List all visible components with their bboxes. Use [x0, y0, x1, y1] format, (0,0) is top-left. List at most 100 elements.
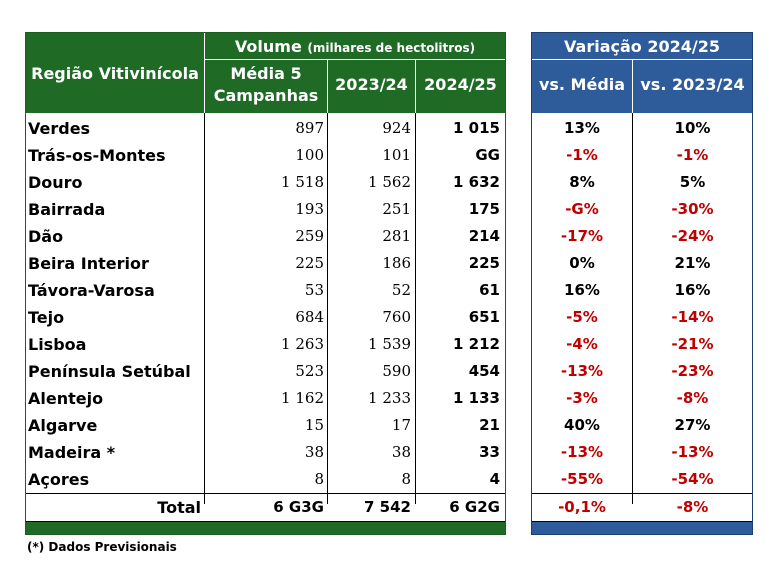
y2024-value: 33: [479, 443, 500, 461]
region-name: Madeira *: [28, 443, 116, 462]
campanhas-label: Campanhas: [213, 86, 319, 105]
region-name: Verdes: [28, 119, 91, 138]
region-name: Açores: [28, 470, 90, 489]
vs-2023-value: 27%: [674, 416, 711, 434]
media5-value: 100: [295, 146, 324, 164]
media5-value: 523: [295, 362, 324, 380]
vs-2023-value: -23%: [671, 362, 714, 380]
y2024-value: 21: [479, 416, 500, 434]
vs-2023-value: -21%: [671, 335, 714, 353]
col-divider: [632, 113, 633, 504]
vs-2023-value: -13%: [671, 443, 714, 461]
region-name: Távora-Varosa: [28, 281, 155, 300]
header-divider-h: [205, 59, 505, 60]
vs-2023-value: -24%: [671, 227, 714, 245]
region-header: Região Vitivinícola: [31, 64, 199, 83]
vs-2023-value: 10%: [674, 119, 711, 137]
volume-header: Volume (milhares de hectolitros): [205, 36, 505, 58]
vs-2023-value: 16%: [674, 281, 711, 299]
y2024-value: GG: [475, 146, 500, 164]
media5-value: 193: [295, 200, 324, 218]
media5-value: 1 162: [281, 389, 324, 407]
vs-media-value: 40%: [564, 416, 600, 434]
region-name: Algarve: [28, 416, 98, 435]
y2023-value: 38: [391, 443, 411, 461]
total-y2024: 6 G2G: [449, 498, 500, 516]
y2024-value: 1 015: [453, 119, 500, 137]
total-vs-2023: -8%: [676, 498, 709, 516]
total-label: Total: [157, 498, 201, 517]
media5-value: 684: [295, 308, 324, 326]
header-divider: [632, 59, 633, 113]
y2023-value: 1 562: [368, 173, 411, 191]
y2023-value: 1 233: [368, 389, 411, 407]
media5-value: 8: [314, 470, 324, 488]
vs-2023-header: vs. 2023/24: [640, 75, 745, 94]
vs-media-value: -5%: [566, 308, 598, 326]
y2023-value: 52: [391, 281, 411, 299]
variation-table: Variação 2024/25 vs. Média vs. 2023/24 1…: [531, 32, 753, 535]
vs-2023-value: -1%: [676, 146, 709, 164]
total-y2023: 7 542: [364, 498, 411, 516]
vs-2023-value: -54%: [671, 470, 714, 488]
region-name: Trás-os-Montes: [28, 146, 166, 165]
y2023-value: 590: [382, 362, 411, 380]
vs-media-value: 16%: [564, 281, 600, 299]
region-name: Tejo: [28, 308, 65, 327]
variation-header: Variação 2024/25: [564, 37, 720, 56]
y2023-value: 8: [401, 470, 411, 488]
y2024-value: 225: [468, 254, 500, 272]
media5-value: 15: [304, 416, 324, 434]
vs-media-value: -13%: [560, 362, 604, 380]
vs-media-value: -13%: [560, 443, 604, 461]
media5-value: 53: [304, 281, 324, 299]
y2023-header: 2023/24: [335, 75, 408, 94]
variation-footer-band: [532, 522, 752, 534]
header-divider-h: [532, 59, 752, 60]
volume-title: Volume: [234, 37, 302, 56]
region-name: Beira Interior: [28, 254, 149, 273]
vs-2023-value: -14%: [671, 308, 714, 326]
y2023-value: 186: [382, 254, 411, 272]
media5-value: 897: [295, 119, 324, 137]
total-bottom-line: [26, 521, 505, 522]
region-name: Alentejo: [28, 389, 104, 408]
total-separator: [26, 493, 505, 494]
y2024-value: 1 133: [453, 389, 500, 407]
region-name: Dão: [28, 227, 64, 246]
y2024-value: 4: [489, 470, 500, 488]
vs-media-value: 8%: [569, 173, 595, 191]
y2024-value: 651: [468, 308, 500, 326]
vs-2023-value: 21%: [674, 254, 711, 272]
y2023-value: 251: [382, 200, 411, 218]
region-name: Douro: [28, 173, 83, 192]
volume-unit: (milhares de hectolitros): [307, 41, 476, 55]
vs-2023-value: -30%: [671, 200, 714, 218]
header-divider: [204, 33, 205, 113]
region-name: Península Setúbal: [28, 362, 191, 381]
header-divider: [415, 59, 416, 113]
y2024-value: 1 632: [453, 173, 500, 191]
total-bottom-line: [532, 521, 752, 522]
y2024-header: 2024/25: [424, 75, 497, 94]
total-media5: 6 G3G: [273, 498, 324, 516]
media5-header: Média 5 Campanhas: [205, 63, 327, 107]
volume-table: Região Vitivinícola Volume (milhares de …: [25, 32, 506, 535]
vs-media-value: -4%: [566, 335, 598, 353]
vs-media-value: -G%: [565, 200, 599, 218]
vs-media-value: -17%: [560, 227, 604, 245]
header-divider: [327, 59, 328, 113]
vs-2023-value: 5%: [679, 173, 706, 191]
y2023-value: 1 539: [368, 335, 411, 353]
y2024-value: 214: [468, 227, 500, 245]
total-vs-media: -0,1%: [558, 498, 606, 516]
y2024-value: 61: [479, 281, 500, 299]
col-divider: [204, 113, 205, 504]
y2024-value: 1 212: [453, 335, 500, 353]
col-divider: [415, 113, 416, 504]
variation-header-band: [532, 33, 752, 113]
media5-value: 225: [295, 254, 324, 272]
y2023-value: 924: [382, 119, 411, 137]
vs-media-value: -3%: [566, 389, 598, 407]
volume-footer-band: [26, 522, 505, 534]
